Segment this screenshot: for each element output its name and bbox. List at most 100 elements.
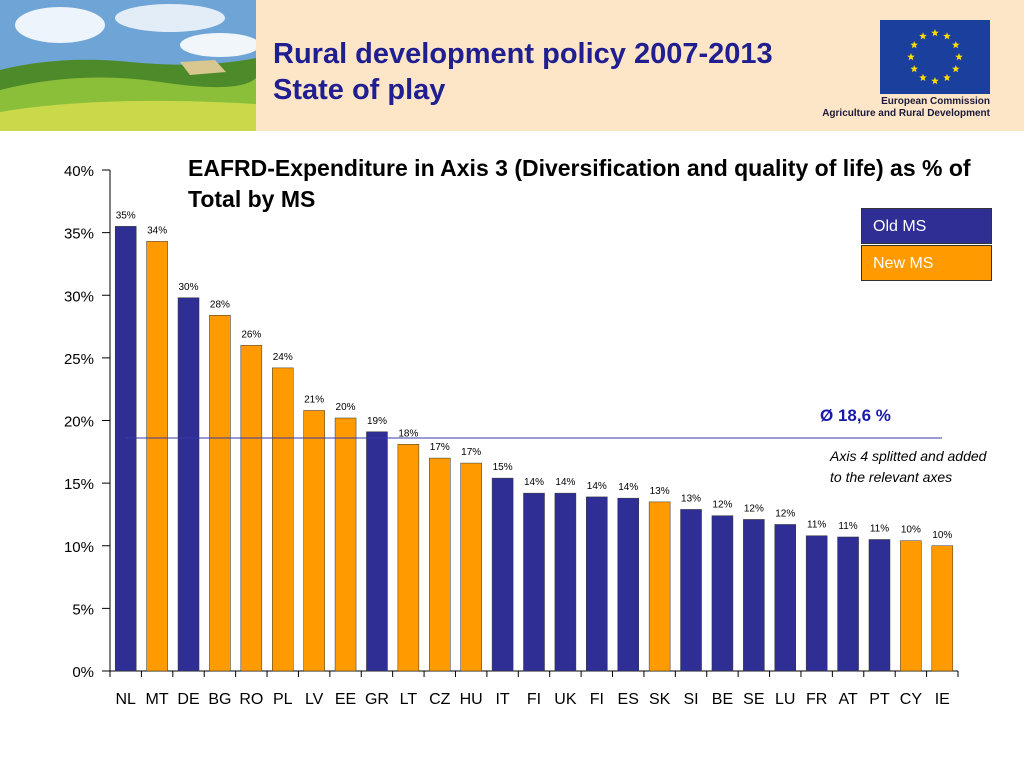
eu-star-icon bbox=[910, 65, 919, 73]
bar-cy bbox=[900, 540, 922, 672]
eu-line-2: Agriculture and Rural Development bbox=[822, 108, 990, 119]
bar-fi bbox=[523, 492, 545, 672]
category-label: PT bbox=[869, 691, 890, 708]
category-label: FI bbox=[590, 691, 604, 708]
bar-gr bbox=[366, 431, 388, 672]
data-label: 14% bbox=[618, 482, 638, 493]
bar-it bbox=[491, 477, 514, 672]
data-label: 12% bbox=[744, 503, 764, 514]
category-label: MT bbox=[146, 691, 169, 708]
eu-star-icon bbox=[919, 73, 927, 82]
data-label: 30% bbox=[179, 282, 199, 293]
eu-star-icon bbox=[931, 29, 939, 37]
axis-note: Axis 4 splitted and added to the relevan… bbox=[830, 448, 987, 485]
y-tick-label: 10% bbox=[64, 539, 94, 556]
category-label: RO bbox=[239, 691, 263, 708]
bar-ee bbox=[334, 417, 357, 672]
bar-mt bbox=[146, 241, 168, 672]
category-label: AT bbox=[838, 691, 857, 708]
y-tick-label: 15% bbox=[64, 476, 94, 493]
category-label: ES bbox=[618, 691, 639, 708]
bar-at bbox=[837, 536, 859, 672]
data-label: 17% bbox=[430, 442, 450, 453]
eu-commission-text: European Commission Agriculture and Rura… bbox=[800, 96, 990, 120]
data-label: 11% bbox=[807, 520, 826, 531]
eu-star-icon bbox=[951, 65, 960, 73]
data-label: 13% bbox=[681, 493, 701, 504]
category-label: LV bbox=[305, 691, 324, 708]
category-label: PL bbox=[273, 691, 293, 708]
bar-nl bbox=[114, 226, 137, 672]
bar-bg bbox=[209, 315, 231, 672]
eu-line-1: European Commission bbox=[881, 96, 990, 107]
bar-ie bbox=[931, 545, 954, 672]
bar-fi bbox=[586, 496, 608, 672]
eu-star-icon bbox=[943, 32, 951, 40]
eu-star-icon bbox=[951, 41, 960, 49]
category-label: IT bbox=[495, 691, 509, 708]
y-tick-label: 0% bbox=[72, 664, 94, 681]
eu-star-icon bbox=[910, 41, 919, 49]
bar-hu bbox=[460, 462, 482, 672]
category-label: SE bbox=[743, 691, 764, 708]
bar-ro bbox=[240, 345, 263, 672]
average-label: Ø 18,6 % bbox=[820, 406, 891, 425]
data-label: 21% bbox=[304, 394, 324, 405]
bar-es bbox=[617, 497, 639, 672]
category-label: FR bbox=[806, 691, 827, 708]
bar-se bbox=[743, 519, 765, 672]
y-tick-label: 25% bbox=[64, 351, 94, 368]
title-line-2: State of play bbox=[273, 74, 446, 106]
bar-be bbox=[711, 515, 734, 672]
data-label: 35% bbox=[116, 210, 136, 221]
category-label: IE bbox=[935, 691, 950, 708]
category-label: BE bbox=[712, 691, 733, 708]
data-label: 34% bbox=[147, 225, 167, 236]
category-label: UK bbox=[554, 691, 577, 708]
eu-star-icon bbox=[919, 32, 927, 40]
data-label: 18% bbox=[398, 428, 418, 439]
category-label: CY bbox=[900, 691, 923, 708]
bar-cz bbox=[429, 457, 451, 672]
data-label: 10% bbox=[901, 525, 921, 536]
data-label: 19% bbox=[367, 416, 387, 427]
data-label: 14% bbox=[524, 477, 544, 488]
bar-sk bbox=[648, 501, 671, 672]
data-label: 28% bbox=[210, 299, 230, 310]
header-banner: Rural development policy 2007-2013 State… bbox=[0, 0, 1024, 131]
data-label: 14% bbox=[555, 477, 575, 488]
bar-uk bbox=[554, 492, 577, 672]
eu-star-icon bbox=[955, 53, 963, 61]
data-label: 12% bbox=[712, 500, 732, 511]
category-label: FI bbox=[527, 691, 541, 708]
eu-flag-logo bbox=[880, 20, 990, 94]
y-tick-label: 5% bbox=[72, 601, 94, 618]
bar-fr bbox=[805, 535, 828, 672]
bar-si bbox=[680, 509, 702, 672]
eu-star-icon bbox=[931, 77, 939, 85]
data-label: 17% bbox=[461, 447, 481, 458]
data-label: 14% bbox=[587, 481, 607, 492]
bar-lt bbox=[397, 444, 420, 672]
data-label: 11% bbox=[838, 521, 857, 532]
data-label: 20% bbox=[336, 402, 356, 413]
category-label: DE bbox=[177, 691, 199, 708]
bar-lu bbox=[774, 524, 797, 672]
y-tick-label: 40% bbox=[64, 163, 94, 180]
data-label: 11% bbox=[870, 523, 889, 534]
category-label: CZ bbox=[429, 691, 451, 708]
category-label: LT bbox=[400, 691, 418, 708]
y-tick-label: 35% bbox=[64, 226, 94, 243]
data-label: 12% bbox=[775, 508, 795, 519]
category-label: EE bbox=[335, 691, 356, 708]
data-label: 13% bbox=[650, 486, 670, 497]
eu-star-icon bbox=[943, 73, 951, 82]
bar-pl bbox=[271, 367, 294, 672]
eu-star-icon bbox=[907, 53, 915, 61]
y-tick-label: 20% bbox=[64, 414, 94, 431]
data-label: 15% bbox=[493, 462, 513, 473]
legend-old-ms: Old MS bbox=[861, 208, 992, 244]
legend-new-ms: New MS bbox=[861, 245, 992, 281]
bar-lv bbox=[303, 410, 325, 672]
